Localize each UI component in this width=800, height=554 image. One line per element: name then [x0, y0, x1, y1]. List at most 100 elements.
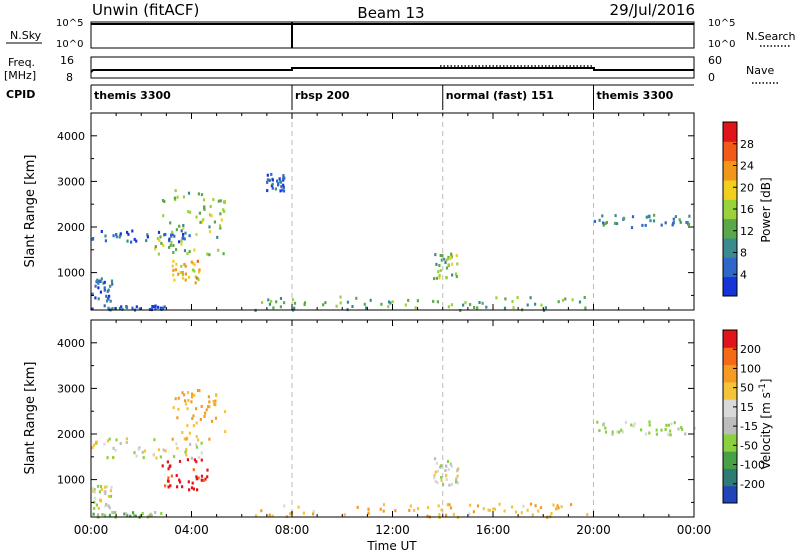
power-mark — [276, 179, 279, 183]
power-mark — [187, 191, 191, 195]
power-marks — [91, 172, 691, 312]
x-tick-label: 12:00 — [375, 523, 410, 537]
power-mark — [91, 237, 94, 241]
velocity-mark — [135, 454, 138, 458]
power-mark — [168, 237, 171, 241]
power-mark — [540, 303, 543, 307]
velocity-mark — [367, 507, 370, 511]
date-label: 29/Jul/2016 — [610, 1, 695, 19]
velocity-mark — [436, 481, 439, 484]
power-mark — [447, 263, 450, 267]
power-mark — [195, 233, 198, 236]
power-mark — [447, 305, 450, 309]
power-mark — [679, 220, 682, 224]
power-colorbar-tick-label: 12 — [740, 225, 754, 238]
velocity-mark — [169, 484, 172, 488]
power-mark — [130, 240, 133, 244]
power-ytick-label: 2000 — [57, 221, 85, 234]
velocity-mark — [445, 474, 448, 478]
velocity-mark — [655, 432, 658, 436]
power-mark — [105, 294, 108, 298]
velocity-ytick-label: 2000 — [57, 428, 85, 441]
velocity-mark — [616, 430, 619, 434]
velocity-mark — [684, 432, 687, 436]
velocity-mark — [125, 437, 128, 441]
velocity-mark — [133, 451, 136, 455]
power-mark — [213, 220, 216, 224]
power-mark — [109, 284, 112, 288]
power-mark — [630, 226, 634, 230]
velocity-mark — [598, 429, 601, 433]
power-mark — [222, 252, 225, 256]
power-mark — [126, 230, 129, 234]
velocity-mark — [119, 442, 122, 445]
power-mark — [208, 225, 211, 229]
velocity-mark — [181, 485, 184, 489]
power-mark — [175, 248, 178, 252]
velocity-mark — [446, 503, 449, 507]
velocity-colorbar-tick-label: -100 — [740, 459, 765, 472]
velocity-mark — [447, 468, 450, 472]
velocity-mark — [110, 485, 113, 489]
velocity-mark — [522, 504, 525, 508]
velocity-mark — [604, 426, 607, 430]
power-mark — [613, 221, 617, 225]
velocity-mark — [106, 439, 109, 443]
velocity-mark — [356, 505, 359, 509]
nsky-tick-bottom: 10^0 — [56, 39, 83, 50]
power-mark — [97, 297, 100, 301]
velocity-mark — [93, 490, 96, 494]
velocity-mark — [97, 513, 100, 517]
power-colorbar-swatch — [723, 180, 737, 200]
power-colorbar-swatch — [723, 160, 737, 181]
velocity-mark — [133, 514, 136, 518]
velocity-mark — [104, 514, 107, 518]
power-mark — [209, 205, 212, 208]
velocity-mark — [214, 416, 218, 420]
velocity-mark — [413, 508, 416, 512]
velocity-mark — [126, 513, 129, 517]
velocity-mark — [141, 450, 144, 454]
velocity-mark — [620, 428, 623, 432]
power-mark — [188, 234, 191, 238]
velocity-mark — [677, 427, 680, 431]
velocity-mark — [503, 509, 506, 513]
power-mark — [173, 278, 176, 282]
velocity-mark — [96, 484, 100, 488]
velocity-mark — [195, 475, 198, 479]
velocity-mark — [125, 441, 128, 444]
velocity-mark — [669, 433, 672, 437]
power-mark — [110, 279, 114, 283]
velocity-mark — [157, 448, 161, 452]
power-mark — [529, 296, 532, 300]
velocity-mark — [114, 448, 117, 452]
power-mark — [339, 295, 342, 299]
power-mark — [687, 223, 691, 227]
velocity-mark — [166, 479, 170, 483]
x-tick-label: 08:00 — [275, 523, 310, 537]
power-mark — [476, 306, 479, 310]
velocity-mark — [570, 503, 573, 507]
velocity-mark — [115, 438, 118, 442]
power-mark — [170, 240, 173, 244]
velocity-mark — [476, 504, 480, 508]
power-mark — [303, 301, 307, 305]
velocity-mark — [107, 504, 110, 508]
velocity-mark — [195, 443, 198, 446]
velocity-mark — [149, 514, 152, 518]
velocity-mark — [208, 400, 211, 404]
power-mark — [282, 189, 286, 193]
power-mark — [293, 306, 296, 310]
power-mark — [182, 232, 185, 236]
velocity-mark — [92, 443, 96, 447]
power-mark — [283, 301, 286, 305]
velocity-mark — [526, 508, 529, 512]
power-mark — [171, 232, 174, 236]
power-mark — [266, 189, 269, 193]
velocity-mark — [693, 426, 696, 430]
velocity-colorbar-swatch — [723, 330, 737, 348]
power-mark — [442, 257, 445, 261]
power-mark — [218, 224, 222, 228]
velocity-x-ticks — [90, 320, 695, 517]
power-mark — [168, 239, 171, 243]
